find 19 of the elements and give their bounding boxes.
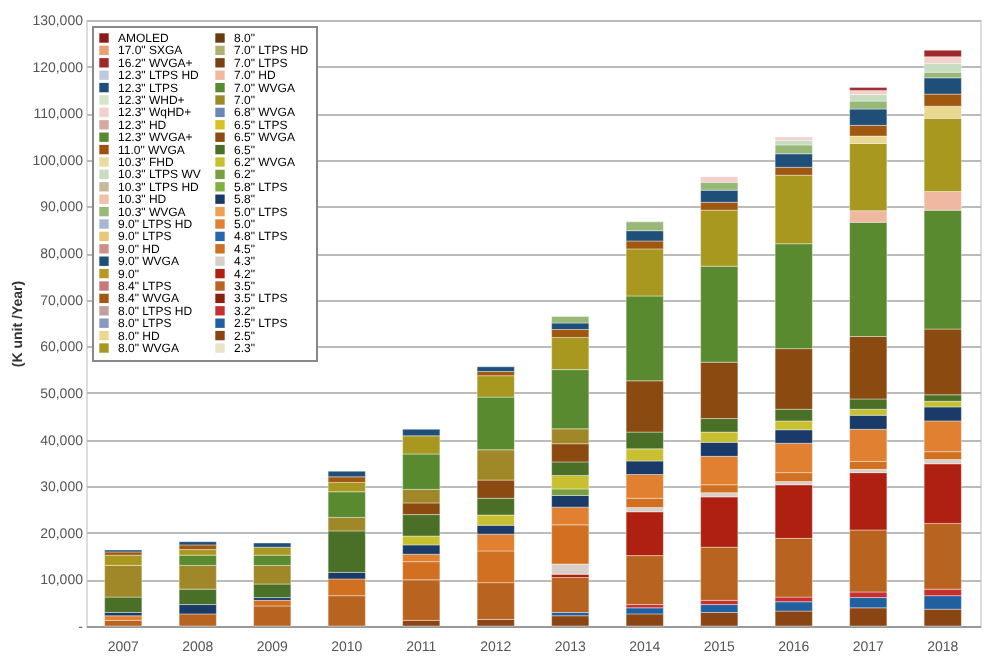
bar (774, 610, 813, 627)
bar (104, 620, 143, 627)
bar (700, 176, 739, 183)
bar (774, 153, 813, 168)
bar (327, 471, 366, 478)
bar (253, 542, 292, 548)
bar (178, 613, 217, 627)
bar (923, 50, 962, 58)
bar (253, 605, 292, 627)
bar (551, 322, 590, 330)
bar (849, 94, 888, 102)
bar (402, 544, 441, 555)
bar (625, 613, 664, 627)
bar (551, 316, 590, 324)
bar (700, 189, 739, 203)
bar (700, 612, 739, 627)
bar (774, 140, 813, 146)
bar (476, 366, 515, 372)
bar (923, 63, 962, 73)
